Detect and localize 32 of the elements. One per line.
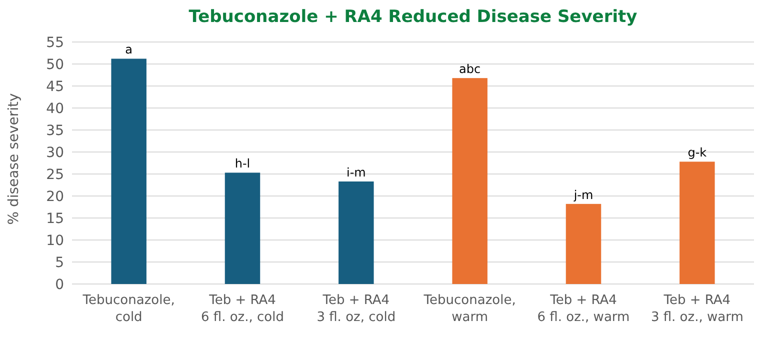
data-label: i-m <box>346 165 366 180</box>
y-tick-label: 20 <box>46 188 64 205</box>
bar <box>452 78 488 284</box>
x-tick-label: Tebuconazole, warm <box>422 293 516 325</box>
y-tick-label: 40 <box>46 100 64 117</box>
bar <box>566 204 602 284</box>
y-tick-label: 5 <box>55 254 64 271</box>
y-tick-label: 30 <box>46 144 64 161</box>
y-axis-title: % disease severity <box>6 93 22 225</box>
data-label: j-m <box>572 188 594 202</box>
bar <box>111 58 146 284</box>
y-tick-label: 25 <box>46 166 64 183</box>
y-tick-label: 45 <box>46 78 64 95</box>
y-tick-label: 50 <box>46 56 64 73</box>
x-tick-label: Tebuconazole, cold <box>82 293 175 325</box>
data-label: abc <box>459 62 481 76</box>
y-tick-label: 55 <box>46 34 64 51</box>
bar <box>224 172 260 284</box>
data-label: g-k <box>688 146 707 160</box>
data-label: a <box>125 42 133 57</box>
x-tick-label: Teb + RA4 6 fl. oz., warm <box>537 293 630 325</box>
y-tick-label: 0 <box>55 276 64 293</box>
bar <box>680 162 715 284</box>
x-tick-label: Teb + RA4 3 fl. oz, cold <box>316 293 396 325</box>
data-label: h-l <box>234 156 250 171</box>
y-tick-label: 15 <box>46 210 64 227</box>
x-tick-label: Teb + RA4 3 fl. oz., warm <box>650 293 744 325</box>
chart-title: Tebuconazole + RA4 Reduced Disease Severity <box>188 7 638 27</box>
y-tick-label: 10 <box>46 232 64 249</box>
x-tick-label: Teb + RA4 6 fl. oz., cold <box>201 293 284 325</box>
bar <box>338 181 374 284</box>
y-tick-label: 35 <box>46 122 64 139</box>
